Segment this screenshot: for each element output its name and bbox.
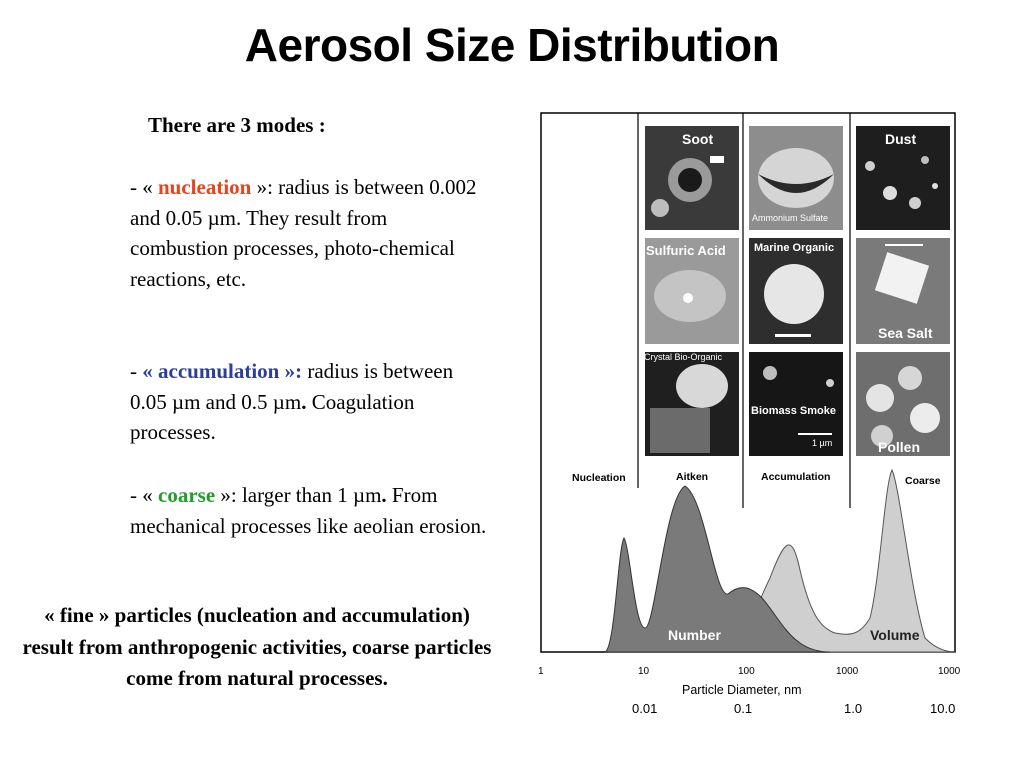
photo-label-sulfuric-acid: Sulfuric Acid: [646, 243, 726, 258]
mode-label-aitken: Aitken: [676, 471, 708, 483]
volume-distribution-area: [728, 468, 956, 653]
mode-prefix: - «: [130, 175, 158, 199]
x-tick-label: 10: [638, 666, 650, 677]
mode-label-nucleation: Nucleation: [572, 472, 626, 484]
photo-soot: [645, 126, 739, 230]
mode-name-accumulation: « accumulation »:: [142, 359, 303, 383]
photo-pollen: [856, 352, 950, 456]
modes-intro: There are 3 modes :: [148, 113, 326, 137]
mode-name-coarse: coarse: [158, 483, 216, 507]
x-tick-label: 1000: [836, 666, 859, 677]
photo-marine-organic: [749, 238, 843, 344]
mode-label-accumulation: Accumulation: [761, 471, 830, 483]
mode-description-tail: From mechanical processes like aeolian e…: [130, 483, 487, 538]
mode-prefix: - «: [130, 483, 158, 507]
mode-description-tail: Coagulation processes.: [130, 389, 415, 445]
photo-sea-salt: [856, 238, 950, 344]
um-tick-label: 1.0: [844, 701, 862, 716]
mode-nucleation: - « nucleation »: radius is between 0.00…: [130, 172, 490, 294]
mode-description: radius is between 0.05 µm and 0.5 µm: [130, 359, 454, 414]
mode-period: .: [381, 483, 387, 507]
mode-description: »: radius is between 0.002 and 0.05 µm. …: [130, 175, 477, 291]
mode-accumulation: - « accumulation »: radius is between 0.…: [130, 356, 490, 448]
size-distribution-figure: Soot Ammonium Sulfate Dust Sulfuric Acid…: [530, 108, 970, 723]
series-label-volume: Volume: [870, 627, 920, 643]
figure-svg: Soot Ammonium Sulfate Dust Sulfuric Acid…: [538, 112, 961, 716]
photo-label-pollen: Pollen: [878, 439, 920, 455]
x-axis-label: Particle Diameter, nm: [682, 683, 801, 697]
number-distribution-area: [604, 485, 831, 653]
um-tick-label: 0.1: [734, 701, 752, 716]
photo-label-biomass-smoke: Biomass Smoke: [751, 405, 836, 417]
page-title: Aerosol Size Distribution: [244, 19, 780, 71]
mode-period: .: [301, 389, 307, 414]
photo-sulfuric-acid: [645, 238, 739, 344]
photo-label-ammonium-sulfate: Ammonium Sulfate: [752, 213, 828, 223]
photo-crystal-bio-organic: [645, 352, 739, 456]
photo-label-marine-organic: Marine Organic: [754, 242, 834, 254]
series-label-number: Number: [668, 627, 721, 643]
um-tick-label: 10.0: [930, 701, 955, 716]
photo-label-dust: Dust: [885, 131, 916, 147]
summary-text: « fine » particles (nucleation and accum…: [22, 603, 492, 690]
x-tick-label: 100: [738, 666, 755, 677]
photo-ammonium-sulfate: [749, 126, 843, 230]
x-tick-label: 1: [538, 666, 544, 677]
photo-label-soot: Soot: [682, 131, 713, 147]
photo-label-crystal-bio-organic: Crystal Bio-Organic: [644, 352, 723, 362]
photo-label-sea-salt: Sea Salt: [878, 325, 933, 341]
mode-description: »: larger than 1 µm: [215, 483, 382, 507]
photo-biomass-smoke: [749, 352, 843, 456]
mode-coarse: - « coarse »: larger than 1 µm. From mec…: [130, 480, 490, 541]
mode-prefix: -: [130, 359, 143, 383]
mode-label-coarse: Coarse: [905, 475, 941, 487]
mode-name-nucleation: nucleation: [158, 175, 252, 199]
scale-bar-label: 1 µm: [812, 438, 832, 448]
um-tick-label: 0.01: [632, 701, 657, 716]
photo-dust: [856, 126, 950, 230]
x-tick-label: 1000: [938, 666, 961, 677]
